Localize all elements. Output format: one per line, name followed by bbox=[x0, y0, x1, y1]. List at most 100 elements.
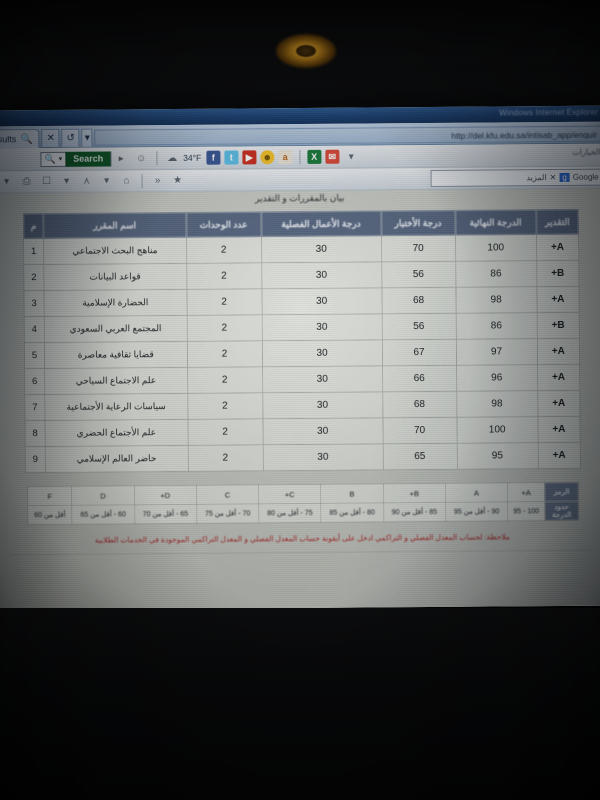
cell-coursework: 30 bbox=[261, 313, 382, 341]
cell-final: 97 bbox=[455, 338, 538, 366]
chevron-down-icon[interactable]: ▾ bbox=[81, 128, 93, 147]
cell-grade: A+ bbox=[537, 416, 581, 443]
favorites-star-icon[interactable]: ★ bbox=[173, 174, 183, 186]
cell-course: علم الاجتماع السياحي bbox=[44, 367, 188, 395]
search-button[interactable]: Search bbox=[65, 150, 111, 167]
page-title: بيان بالمقررات و التقدير bbox=[255, 192, 345, 204]
cell-course: مناهج البحث الاجتماعي bbox=[43, 237, 187, 265]
column-header-exam-score: درجة الأختبار bbox=[380, 210, 456, 236]
cell-index: 3 bbox=[23, 290, 45, 317]
cell-grade: A+ bbox=[536, 234, 579, 261]
cell-final: 95 bbox=[456, 442, 539, 470]
cell-grade: A+ bbox=[537, 390, 580, 417]
cell-coursework: 30 bbox=[262, 391, 383, 419]
cell-course: علم الأجتماع الحضري bbox=[44, 419, 188, 447]
toolbar-search-input[interactable]: 🔍 ▾ Search bbox=[40, 150, 112, 167]
search-icon: 🔍 bbox=[20, 133, 33, 145]
grading-scale-range-f: أقل من 60 bbox=[27, 505, 73, 525]
table-row: A+ 95 65 30 2 حاضر العالم الإسلامي 9 bbox=[25, 442, 581, 473]
cell-units: 2 bbox=[187, 418, 263, 446]
cell-course: حاضر العالم الإسلامي bbox=[45, 445, 188, 473]
cell-index: 1 bbox=[23, 238, 44, 265]
cell-coursework: 30 bbox=[261, 287, 382, 315]
chevron-down-icon[interactable]: ▾ bbox=[4, 176, 10, 188]
address-bar[interactable]: http://del.kfu.edu.sa/intisab_app/enquir bbox=[94, 125, 600, 146]
amazon-icon[interactable]: a bbox=[278, 150, 293, 165]
grading-scale-symbol-b-plus: B+ bbox=[383, 483, 446, 503]
home-icon[interactable]: ⌂ bbox=[123, 175, 130, 187]
grading-scale-range-a-plus: 100 - 95 bbox=[507, 501, 545, 521]
column-header-grade: التقدير bbox=[536, 209, 579, 235]
cell-final: 100 bbox=[455, 234, 537, 262]
cell-final: 100 bbox=[456, 416, 538, 444]
toolbar-divider bbox=[156, 151, 158, 166]
magnifier-icon: 🔍 bbox=[44, 153, 56, 164]
grading-scale-range-c: 70 - أقل من 75 bbox=[196, 503, 259, 524]
excel-icon[interactable]: X bbox=[307, 149, 322, 164]
cell-coursework: 30 bbox=[262, 365, 383, 393]
cell-units: 2 bbox=[187, 444, 263, 472]
column-header-final-score: الدرجة النهائية bbox=[454, 209, 537, 236]
print-icon[interactable]: ⎙ bbox=[22, 176, 31, 188]
cell-exam: 70 bbox=[381, 235, 456, 262]
grades-table-container: التقدير الدرجة النهائية درجة الأختبار در… bbox=[22, 208, 581, 474]
grading-scale-range-a: 90 - أقل من 95 bbox=[445, 501, 508, 522]
google-search-box[interactable]: المزيد ✕ g Google bbox=[430, 168, 600, 187]
grading-scale-symbol-a: A bbox=[445, 482, 508, 503]
cell-index: 7 bbox=[24, 394, 45, 421]
gpa-note-text: ملاحظة: لحساب المعدل الفصلي و التراكمي ا… bbox=[94, 532, 510, 545]
tab-label: rch Results bbox=[0, 134, 17, 145]
feed-icon[interactable]: ⋏ bbox=[82, 175, 91, 187]
column-header-index: م bbox=[23, 213, 44, 239]
browser-tab[interactable]: rch Results 🔍 bbox=[0, 129, 40, 149]
tab-close-button[interactable]: ✕ bbox=[41, 128, 60, 148]
cell-final: 96 bbox=[456, 364, 538, 392]
cell-grade: A+ bbox=[537, 364, 580, 391]
grading-scale-container: الرمز A+ A B+ B C+ C D+ D F حدود الدرجة … bbox=[26, 481, 580, 526]
chevron-down-icon[interactable]: ▾ bbox=[104, 175, 110, 187]
grading-scale-range-c-plus: 75 - أقل من 80 bbox=[258, 503, 322, 523]
cell-coursework: 30 bbox=[261, 339, 383, 367]
cell-index: 8 bbox=[24, 420, 46, 447]
grading-scale-symbol-label: الرمز bbox=[544, 482, 579, 502]
smiley-icon[interactable]: ☻ bbox=[260, 150, 275, 165]
cell-index: 2 bbox=[23, 264, 44, 291]
cell-grade: A+ bbox=[537, 442, 581, 469]
cell-course: سياسات الرعاية الأجتماعية bbox=[44, 393, 188, 421]
toolbar-divider bbox=[141, 173, 143, 188]
chevron-more-icon[interactable]: » bbox=[154, 175, 161, 187]
grading-scale-range-b-plus: 85 - أقل من 90 bbox=[383, 502, 446, 522]
column-header-coursework: درجة الأعمال الفصلية bbox=[260, 210, 382, 237]
page-icon[interactable]: ☐ bbox=[42, 175, 52, 188]
cell-units: 2 bbox=[186, 340, 263, 368]
facebook-icon[interactable]: f bbox=[206, 150, 221, 165]
cell-units: 2 bbox=[186, 236, 262, 264]
cell-final: 98 bbox=[456, 390, 538, 418]
grading-scale-range-d-plus: 65 - أقل من 70 bbox=[134, 504, 197, 524]
cell-units: 2 bbox=[186, 262, 262, 290]
chevron-down-icon[interactable]: ▾ bbox=[348, 151, 354, 163]
expand-icon[interactable]: ▸ bbox=[118, 152, 124, 164]
chevron-down-icon[interactable]: ▾ bbox=[64, 175, 70, 187]
page-divider bbox=[11, 549, 594, 556]
cell-course: قواعد البيانات bbox=[43, 263, 187, 291]
grading-scale-range-b: 80 - أقل من 85 bbox=[320, 502, 384, 523]
twitter-icon[interactable]: t bbox=[224, 150, 239, 165]
cell-exam: 67 bbox=[381, 339, 457, 366]
cell-exam: 65 bbox=[382, 443, 457, 470]
cell-index: 9 bbox=[25, 446, 46, 473]
google-badge-icon: g bbox=[559, 172, 570, 182]
grading-scale-range-row: حدود الدرجة 100 - 95 90 - أقل من 95 85 -… bbox=[27, 501, 579, 525]
youtube-icon[interactable]: ▶ bbox=[242, 150, 257, 165]
weather-icon[interactable]: ☁ bbox=[167, 152, 178, 164]
close-icon[interactable]: ✕ bbox=[549, 172, 557, 183]
tab-refresh-button[interactable]: ↺ bbox=[61, 128, 80, 147]
mail-icon[interactable]: ✉ bbox=[325, 149, 340, 164]
cell-final: 86 bbox=[455, 260, 537, 288]
grading-scale-range-label: حدود الدرجة bbox=[544, 501, 579, 521]
toolbar-divider bbox=[299, 150, 301, 165]
cell-final: 86 bbox=[455, 312, 538, 340]
person-icon[interactable]: ☺ bbox=[136, 152, 147, 164]
cell-units: 2 bbox=[187, 366, 263, 394]
